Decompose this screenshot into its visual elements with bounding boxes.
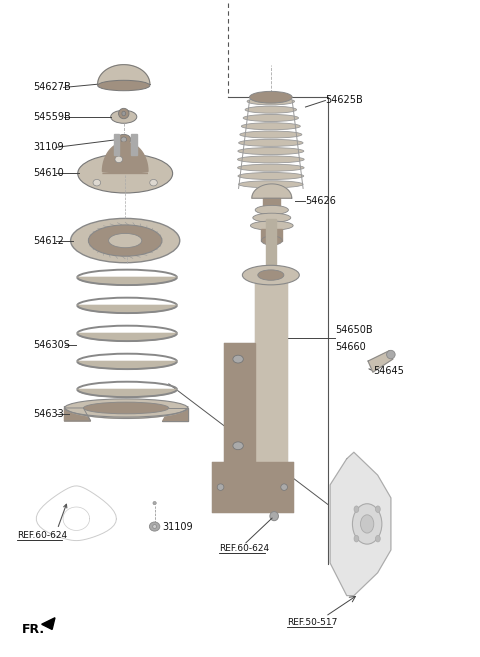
- Ellipse shape: [243, 114, 299, 122]
- Ellipse shape: [150, 179, 157, 186]
- Ellipse shape: [253, 213, 291, 222]
- Ellipse shape: [375, 506, 380, 512]
- Polygon shape: [77, 277, 177, 285]
- Polygon shape: [102, 142, 148, 173]
- Text: 54612: 54612: [34, 236, 64, 246]
- Polygon shape: [162, 408, 188, 421]
- Ellipse shape: [115, 156, 122, 162]
- Polygon shape: [263, 198, 280, 210]
- Polygon shape: [42, 618, 55, 629]
- Polygon shape: [64, 407, 188, 419]
- Ellipse shape: [78, 154, 173, 193]
- Text: REF.60-624: REF.60-624: [219, 544, 269, 553]
- Ellipse shape: [360, 515, 374, 533]
- Text: 54660: 54660: [335, 342, 366, 351]
- Ellipse shape: [117, 135, 131, 145]
- Ellipse shape: [64, 399, 188, 417]
- Ellipse shape: [242, 265, 300, 285]
- Text: 54625B: 54625B: [325, 95, 363, 106]
- Ellipse shape: [119, 108, 129, 119]
- Ellipse shape: [239, 181, 303, 188]
- Ellipse shape: [121, 137, 127, 142]
- Polygon shape: [252, 184, 292, 198]
- Ellipse shape: [354, 506, 359, 512]
- Ellipse shape: [233, 442, 243, 449]
- Ellipse shape: [153, 501, 156, 505]
- Ellipse shape: [111, 110, 137, 124]
- Ellipse shape: [240, 131, 302, 138]
- Polygon shape: [266, 219, 276, 275]
- Ellipse shape: [108, 233, 142, 248]
- Polygon shape: [77, 333, 177, 341]
- Ellipse shape: [238, 156, 304, 163]
- Text: 54610: 54610: [34, 168, 64, 179]
- Polygon shape: [212, 462, 293, 512]
- Ellipse shape: [84, 402, 169, 414]
- Polygon shape: [131, 135, 137, 155]
- Polygon shape: [368, 351, 393, 372]
- Ellipse shape: [245, 106, 297, 113]
- Ellipse shape: [149, 522, 160, 531]
- Text: FR.: FR.: [22, 623, 45, 636]
- Ellipse shape: [238, 148, 304, 154]
- Ellipse shape: [239, 139, 303, 147]
- Polygon shape: [97, 64, 150, 84]
- Ellipse shape: [71, 218, 180, 263]
- Ellipse shape: [153, 524, 156, 528]
- Text: REF.50-517: REF.50-517: [288, 618, 338, 627]
- Ellipse shape: [255, 206, 288, 214]
- Ellipse shape: [233, 355, 243, 363]
- Text: 54559B: 54559B: [34, 112, 72, 122]
- Polygon shape: [261, 229, 282, 240]
- Ellipse shape: [217, 484, 224, 490]
- Ellipse shape: [238, 164, 304, 171]
- Text: 54630S: 54630S: [34, 340, 71, 350]
- Ellipse shape: [238, 173, 304, 179]
- Ellipse shape: [352, 504, 382, 544]
- Polygon shape: [224, 343, 255, 462]
- Text: 31109: 31109: [34, 143, 64, 152]
- Ellipse shape: [93, 179, 101, 186]
- Ellipse shape: [281, 484, 288, 490]
- Ellipse shape: [258, 270, 284, 281]
- Text: 54645: 54645: [373, 366, 404, 376]
- Ellipse shape: [386, 350, 395, 359]
- Polygon shape: [114, 135, 120, 155]
- Ellipse shape: [250, 91, 292, 103]
- Ellipse shape: [122, 111, 126, 116]
- Polygon shape: [77, 306, 177, 313]
- Ellipse shape: [97, 80, 150, 91]
- Text: 31109: 31109: [162, 522, 193, 532]
- Text: 54633: 54633: [34, 409, 64, 419]
- Polygon shape: [77, 361, 177, 369]
- Polygon shape: [64, 408, 91, 421]
- Ellipse shape: [241, 123, 300, 130]
- Ellipse shape: [261, 236, 282, 245]
- Ellipse shape: [247, 98, 295, 105]
- Ellipse shape: [251, 221, 293, 230]
- Text: REF.60-624: REF.60-624: [17, 531, 67, 540]
- Ellipse shape: [270, 512, 278, 521]
- Ellipse shape: [354, 535, 359, 542]
- Polygon shape: [330, 452, 391, 596]
- Polygon shape: [255, 282, 287, 486]
- Polygon shape: [77, 390, 177, 397]
- Ellipse shape: [88, 225, 162, 256]
- Text: 54627B: 54627B: [34, 83, 72, 93]
- Text: 54626: 54626: [305, 196, 336, 206]
- Text: 54650B: 54650B: [335, 325, 372, 335]
- Ellipse shape: [375, 535, 380, 542]
